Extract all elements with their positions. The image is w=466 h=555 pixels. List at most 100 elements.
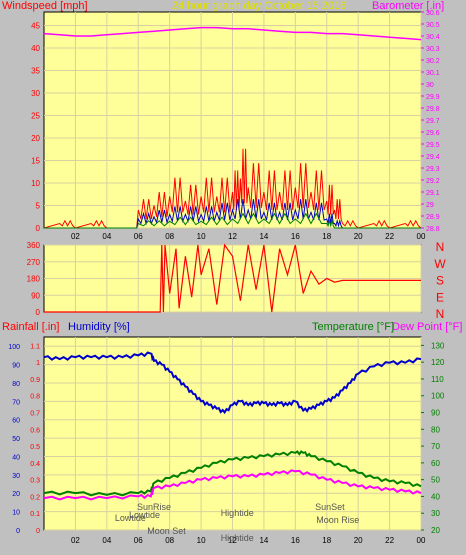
rainfall-tick-label: 0.9 <box>30 377 40 384</box>
annotation-label: Moon Set <box>147 526 186 536</box>
wind-baro-panel: 02 04 06 08 10 12 14 16 18 20 22 000510152025303540… <box>2 0 444 241</box>
barometer-tick-label: 29.4 <box>426 154 440 161</box>
series-low <box>44 212 421 229</box>
barometer-tick-label: 30.4 <box>426 34 440 41</box>
wind-baro-x-tick-label: 16 <box>291 232 300 241</box>
temperature-tick-label: 70 <box>431 442 440 451</box>
windspeed-tick-label: 35 <box>31 67 40 76</box>
series-direction <box>44 243 421 313</box>
temp-hum-panel: 02 04 06 08 10 12 14 16 18 20 22 000102030405060708… <box>2 321 462 545</box>
temperature-tick-label: 20 <box>431 526 440 535</box>
rainfall-tick-label: 0.2 <box>30 494 40 501</box>
windspeed-tick-label: 40 <box>31 44 40 53</box>
temperature-axis-label: Temperature [°F] <box>312 321 394 333</box>
humidity-axis-label: Humidity [%] <box>68 321 130 333</box>
rainfall-tick-label: 0 <box>36 528 40 535</box>
humidity-tick-label: 90 <box>12 363 20 370</box>
wind-baro-x-tick-label: 14 <box>259 232 268 241</box>
compass-label: N <box>436 240 445 254</box>
series-dew-point <box>43 469 422 501</box>
direction-tick-label: 90 <box>31 291 40 300</box>
humidity-tick-label: 50 <box>12 436 20 443</box>
annotation-label: Hightide <box>221 533 254 543</box>
temperature-tick-label: 130 <box>431 341 445 350</box>
barometer-tick-label: 29.6 <box>426 130 440 137</box>
series-gust <box>43 148 422 229</box>
wind-baro-series <box>43 26 422 229</box>
barometer-tick-label: 30.6 <box>426 10 440 17</box>
rainfall-tick-label: 0.3 <box>30 478 40 485</box>
temperature-tick-label: 50 <box>431 476 440 485</box>
temperature-tick-label: 30 <box>431 509 440 518</box>
compass-label: E <box>436 290 444 304</box>
rainfall-tick-label: 0.1 <box>30 511 40 518</box>
temperature-tick-label: 80 <box>431 425 440 434</box>
annotation-label: SunSet <box>315 502 345 512</box>
windspeed-axis-label: Windspeed [mph] <box>2 0 88 12</box>
barometer-tick-label: 29.1 <box>426 190 440 197</box>
rainfall-tick-label: 0.4 <box>30 461 40 468</box>
temp-hum-x-tick-label: 02 <box>71 536 80 545</box>
wind-baro-x-tick-label: 00 <box>417 232 426 241</box>
direction-tick-label: 360 <box>27 241 41 250</box>
temp-hum-grid <box>44 337 422 531</box>
temp-hum-series <box>43 351 422 501</box>
barometer-tick-label: 30.3 <box>426 46 440 53</box>
temp-hum-axes: 02 04 06 08 10 12 14 16 18 20 22 000102030405060708… <box>8 341 445 545</box>
barometer-tick-label: 28.9 <box>426 214 440 221</box>
temp-hum-x-tick-label: 14 <box>259 536 268 545</box>
direction-tick-label: 0 <box>36 308 41 317</box>
compass-label: W <box>434 257 446 271</box>
temperature-tick-label: 100 <box>431 392 445 401</box>
temperature-tick-label: 40 <box>431 492 440 501</box>
humidity-tick-label: 60 <box>12 418 20 425</box>
temperature-tick-label: 110 <box>431 375 444 384</box>
direction-tick-label: 270 <box>27 258 41 267</box>
barometer-tick-label: 30.5 <box>426 22 440 29</box>
rainfall-tick-label: 0.6 <box>30 427 40 434</box>
temperature-tick-label: 60 <box>431 459 440 468</box>
wind-baro-x-tick-label: 06 <box>134 232 143 241</box>
temperature-tick-label: 90 <box>431 409 440 418</box>
rainfall-tick-label: 0.7 <box>30 411 40 418</box>
wind-baro-x-tick-label: 10 <box>197 232 206 241</box>
rainfall-axis-label: Rainfall [.in] <box>2 321 59 333</box>
temp-hum-x-tick-label: 04 <box>102 536 111 545</box>
windspeed-tick-label: 25 <box>31 112 40 121</box>
temp-hum-x-tick-label: 06 <box>134 536 143 545</box>
rainfall-tick-label: 0.5 <box>30 444 40 451</box>
annotation-label: Lowtide <box>129 510 160 520</box>
temp-hum-x-tick-label: 20 <box>354 536 363 545</box>
windspeed-tick-label: 10 <box>31 179 40 188</box>
annotation-label: SunRise <box>137 502 171 512</box>
temp-hum-x-tick-label: 18 <box>322 536 331 545</box>
windspeed-tick-label: 15 <box>31 157 40 166</box>
barometer-tick-label: 29.7 <box>426 118 440 125</box>
wind-baro-x-tick-label: 22 <box>385 232 394 241</box>
humidity-tick-label: 80 <box>12 381 20 388</box>
barometer-tick-label: 29.8 <box>426 106 440 113</box>
annotation-label: Lowtide <box>115 513 146 523</box>
rainfall-tick-label: 0.8 <box>30 394 40 401</box>
temp-hum-x-tick-label: 16 <box>291 536 300 545</box>
barometer-tick-label: 29.2 <box>426 178 440 185</box>
temp-hum-x-tick-label: 12 <box>228 536 237 545</box>
series-humidity <box>43 351 422 415</box>
barometer-tick-label: 29.5 <box>426 142 440 149</box>
wind-baro-axes: 02 04 06 08 10 12 14 16 18 20 22 000510152025303540… <box>31 10 440 241</box>
barometer-tick-label: 29 <box>426 202 434 209</box>
temp-hum-x-tick-label: 22 <box>385 536 394 545</box>
wind-baro-x-tick-label: 18 <box>322 232 331 241</box>
compass-label: N <box>436 307 445 321</box>
barometer-tick-label: 29.9 <box>426 94 440 101</box>
compass-label: S <box>436 274 444 288</box>
humidity-tick-label: 70 <box>12 399 20 406</box>
series-temperature <box>43 450 422 497</box>
temp-hum-x-tick-label: 10 <box>197 536 206 545</box>
rainfall-tick-label: 1 <box>36 360 40 367</box>
windspeed-tick-label: 0 <box>36 224 41 233</box>
